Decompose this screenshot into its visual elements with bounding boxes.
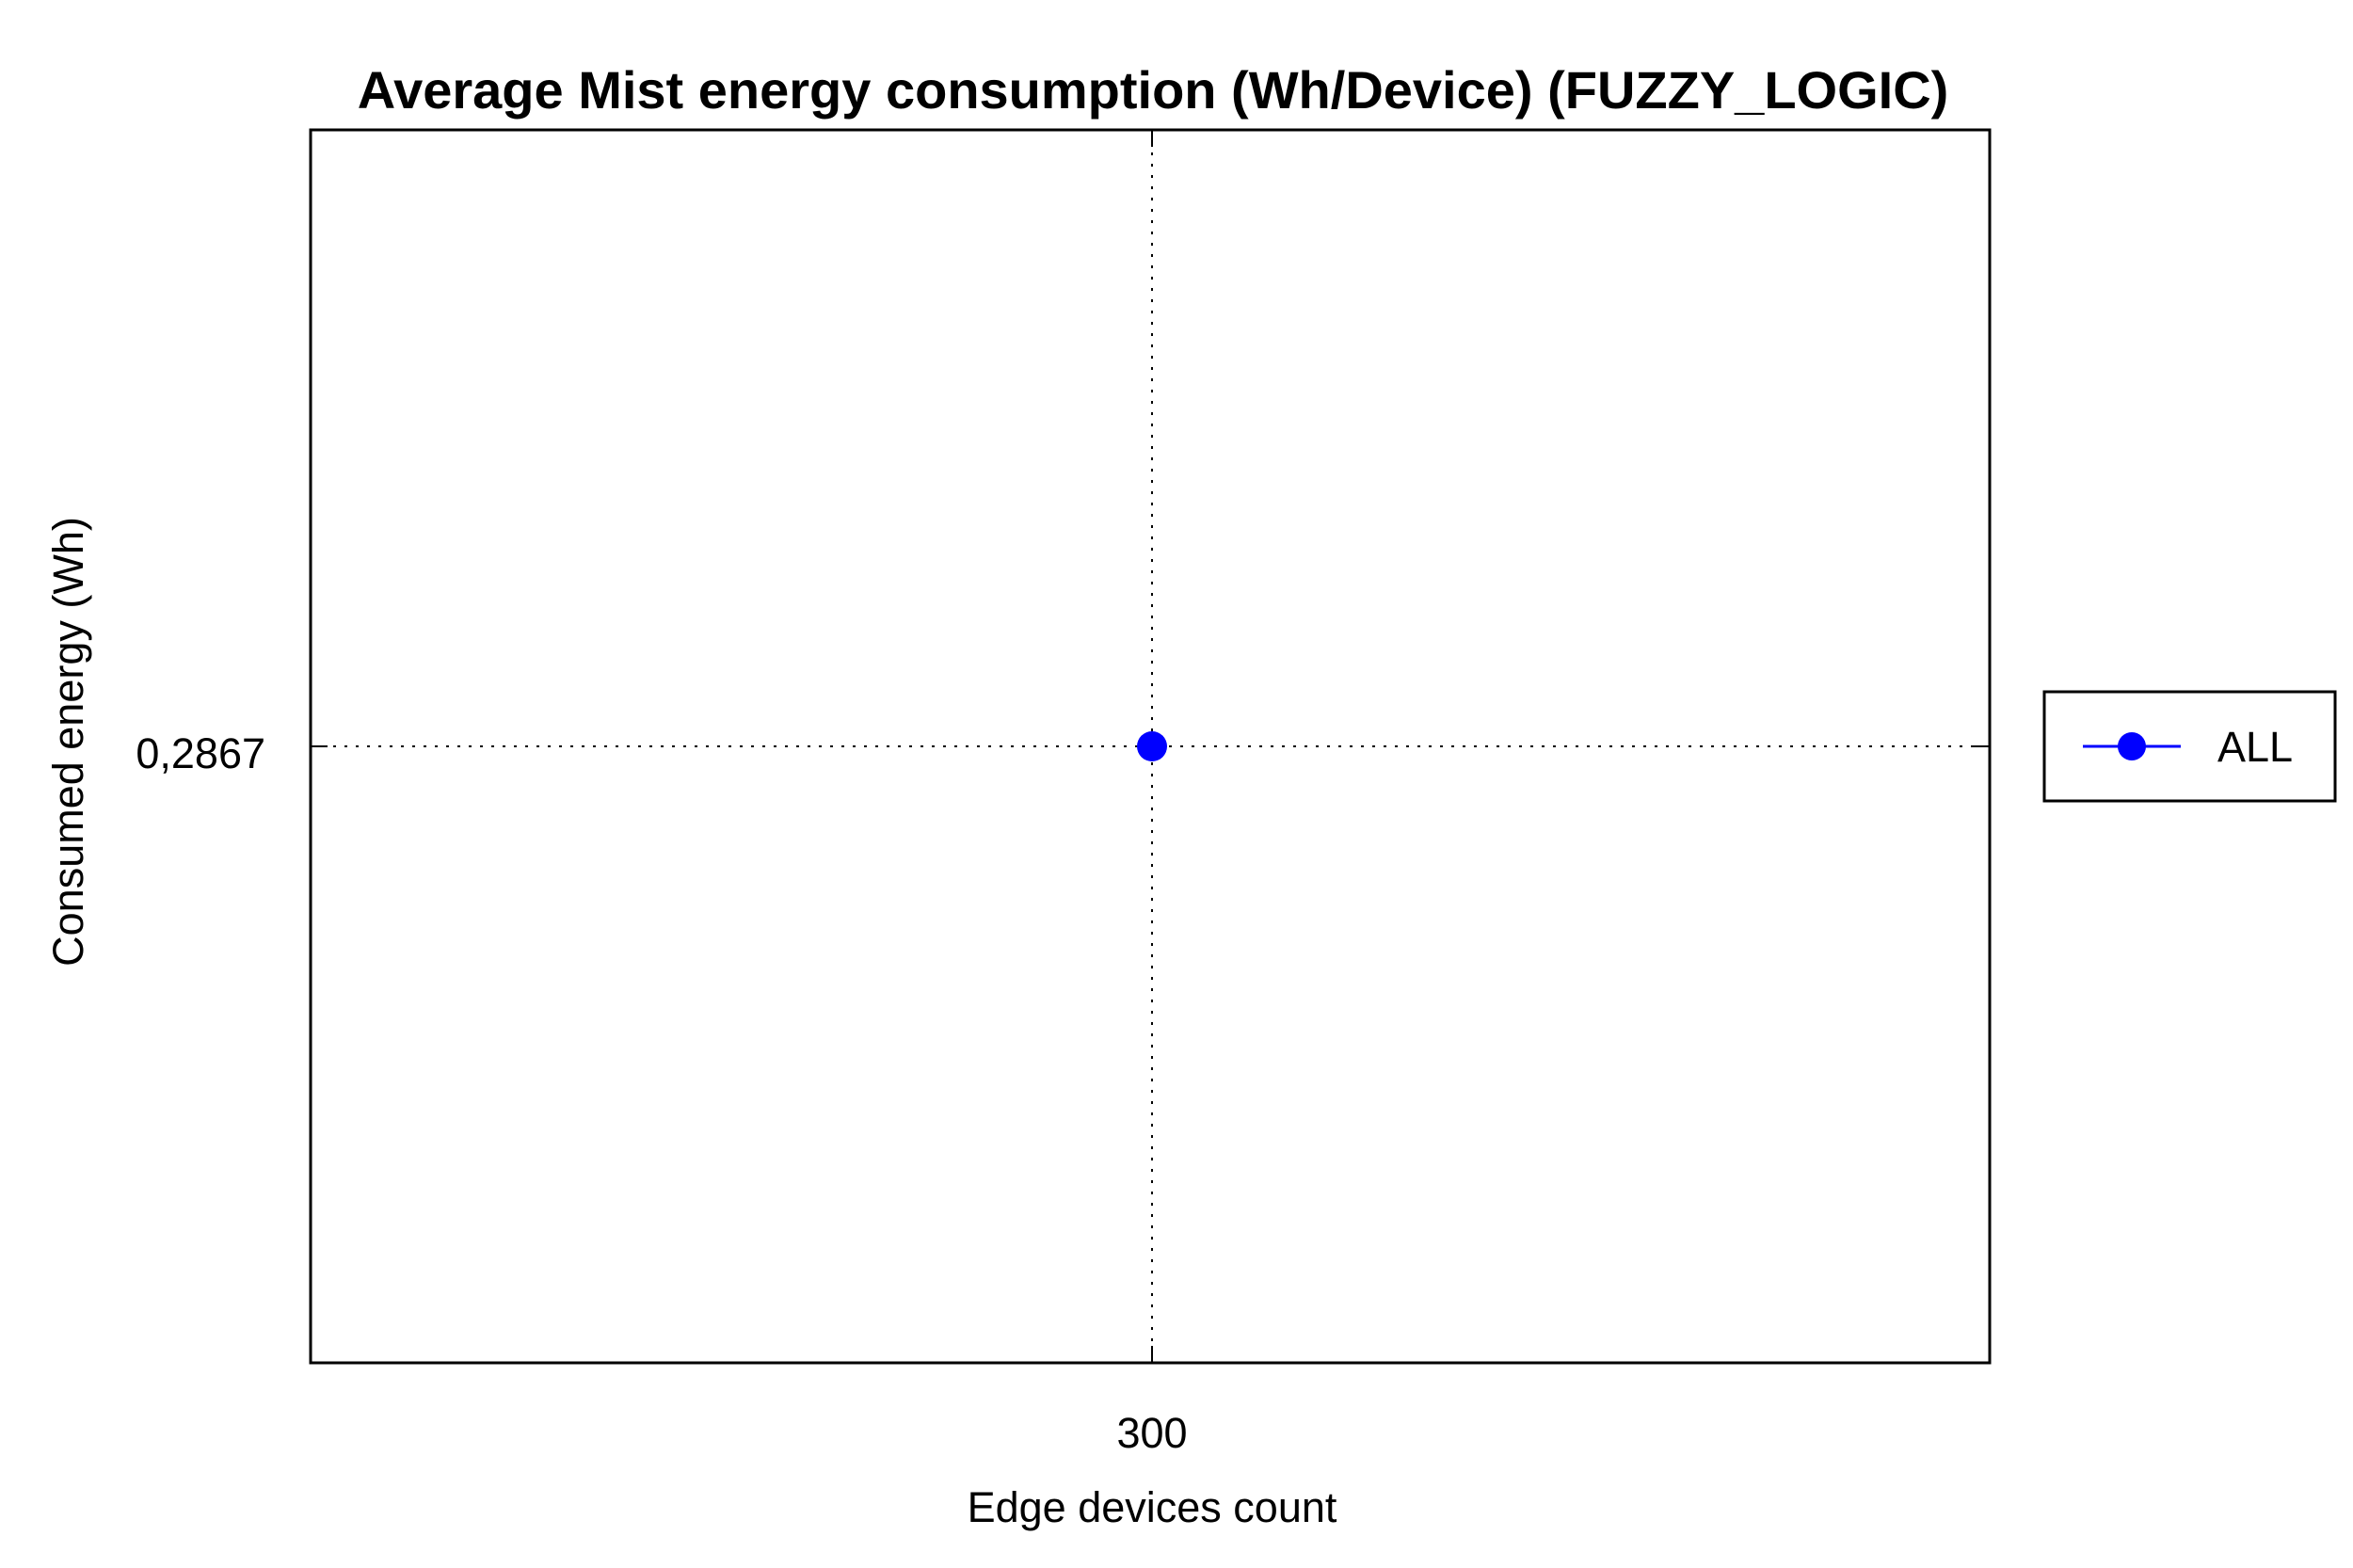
legend: ALL: [2042, 690, 2337, 803]
legend-marker: [2118, 732, 2146, 760]
data-point: [1137, 731, 1167, 761]
grid: [311, 130, 1990, 1363]
x-axis-label: Edge devices count: [968, 1483, 1337, 1531]
ticks: [311, 130, 1990, 1363]
series-group: [1137, 731, 1167, 761]
x-tick-label: 300: [1116, 1409, 1187, 1457]
legend-label: ALL: [2217, 723, 2293, 771]
chart-title: Average Mist energy consumption (Wh/Devi…: [358, 60, 1949, 120]
y-tick-label: 0,2867: [136, 729, 265, 777]
y-axis-label: Consumed energy (Wh): [44, 517, 92, 967]
